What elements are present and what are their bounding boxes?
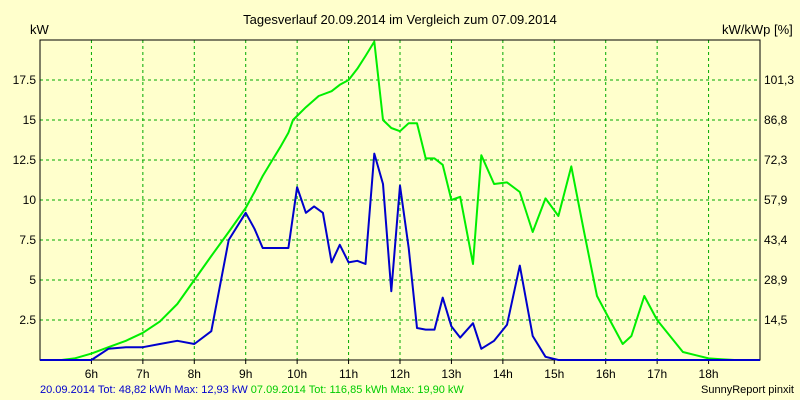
brand-label: SunnyReport pinxit <box>701 384 794 396</box>
plot-frame <box>39 39 761 361</box>
x-tick-label: 11h <box>339 367 358 381</box>
series-line-07-09-2014 <box>40 40 760 361</box>
plot-area: 6h 7h 8h 9h 10h 11h 12h 13h 14h 15h 16h 17h 18h2.557… <box>13 39 794 381</box>
y-tick-label-right: 28,9 <box>764 273 788 287</box>
chart-title: Tagesverlauf 20.09.2014 im Vergleich zum… <box>243 12 557 27</box>
footer-legend: 20.09.2014 Tot: 48,82 kWh Max: 12,93 kW … <box>40 384 464 396</box>
x-tick-label: 6h <box>85 367 98 381</box>
y-tick-label-right: 43,4 <box>764 233 788 247</box>
y-tick-label-left: 5 <box>29 273 36 287</box>
x-tick-label: 16h <box>596 367 616 381</box>
right-unit-label: kW/kWp [%] <box>722 22 793 37</box>
y-tick-label-right: 14,5 <box>764 313 788 327</box>
left-unit-label: kW <box>30 22 50 37</box>
y-tick-label-left: 7.5 <box>19 233 36 247</box>
series-line-20-09-2014 <box>40 152 760 361</box>
y-tick-label-right: 72,3 <box>764 153 788 167</box>
x-tick-label: 7h <box>136 367 149 381</box>
legend-series-20-09-date: 20.09.2014 <box>40 384 95 396</box>
legend-series-20-09-max: Max: 12,93 kW <box>174 384 248 396</box>
x-tick-label: 18h <box>699 367 719 381</box>
y-tick-label-right: 101,3 <box>764 73 794 87</box>
y-tick-label-left: 10 <box>23 193 37 207</box>
y-tick-label-right: 86,8 <box>764 113 788 127</box>
y-tick-label-left: 17.5 <box>13 73 37 87</box>
x-tick-label: 13h <box>441 367 461 381</box>
x-tick-label: 9h <box>239 367 252 381</box>
legend-series-07-09-max: Max: 19,90 kW <box>390 384 464 396</box>
x-tick-label: 10h <box>287 367 307 381</box>
legend-series-07-09-date: 07.09.2014 <box>251 384 306 396</box>
legend-series-07-09-total: Tot: 116,85 kWh <box>309 384 388 396</box>
x-tick-label: 15h <box>544 367 564 381</box>
y-tick-label-right: 57,9 <box>764 193 788 207</box>
x-tick-label: 12h <box>390 367 410 381</box>
y-tick-label-left: 15 <box>23 113 37 127</box>
legend-series-20-09-total: Tot: 48,82 kWh <box>98 384 171 396</box>
y-tick-label-left: 12.5 <box>13 153 37 167</box>
x-tick-label: 17h <box>647 367 667 381</box>
x-tick-label: 8h <box>188 367 201 381</box>
y-tick-label-left: 2.5 <box>19 313 36 327</box>
x-tick-label: 14h <box>493 367 513 381</box>
